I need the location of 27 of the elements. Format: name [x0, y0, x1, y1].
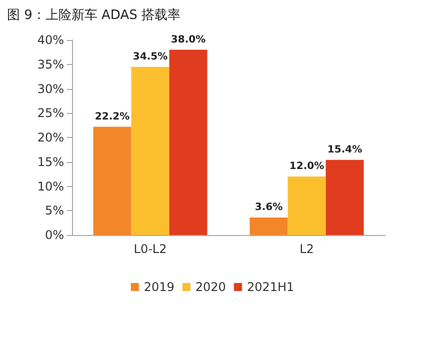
y-tick-label: 25%: [37, 106, 64, 120]
bar: [326, 160, 364, 235]
bar: [93, 126, 132, 235]
data-label: 38.0%: [170, 34, 206, 46]
data-label: 12.0%: [289, 161, 324, 172]
bar: [288, 176, 326, 235]
y-tick-label: 10%: [37, 179, 64, 194]
bar: [169, 50, 208, 235]
legend-label: 2019: [144, 280, 174, 294]
x-tick-label: L0-L2: [134, 242, 167, 256]
y-tick-label: 40%: [37, 33, 64, 47]
x-tick-label: L2: [300, 242, 314, 256]
y-tick-label: 0%: [44, 228, 64, 242]
y-tick-label: 20%: [37, 130, 64, 144]
y-tick-label: 30%: [37, 82, 64, 96]
data-label: 15.4%: [327, 144, 362, 156]
data-label: 3.6%: [254, 202, 283, 213]
bar: [250, 217, 288, 235]
chart-title: 图 9：上险新车 ADAS 搭载率: [7, 7, 180, 23]
y-tick-label: 15%: [37, 154, 64, 169]
legend-label: 2020: [195, 280, 226, 294]
bar: [131, 66, 170, 235]
legend-label: 2021H1: [246, 280, 294, 294]
data-label: 22.2%: [94, 111, 130, 122]
y-tick-label: 5%: [44, 204, 64, 218]
y-tick-label: 35%: [37, 57, 64, 72]
data-label: 34.5%: [132, 51, 168, 62]
